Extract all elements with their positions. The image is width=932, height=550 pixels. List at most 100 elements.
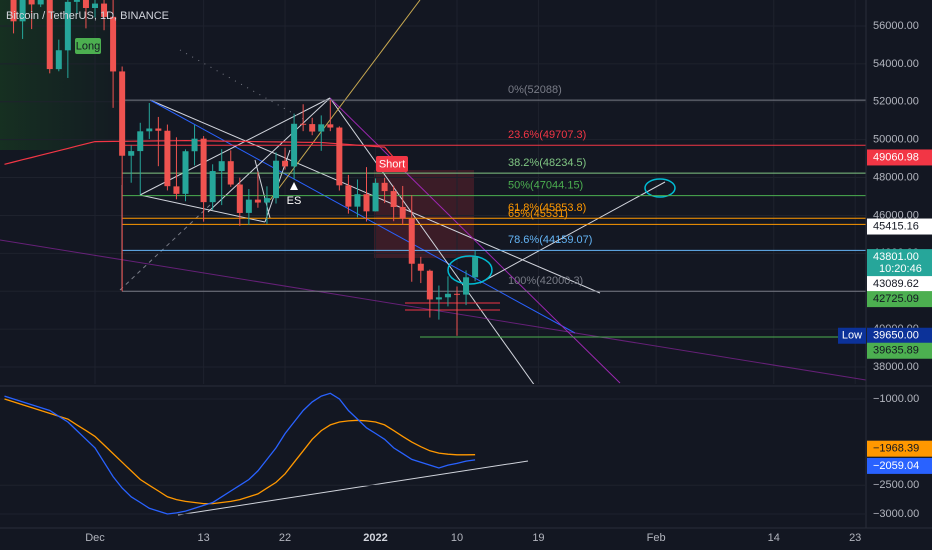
trend-line	[149, 99, 576, 334]
x-tick-label: 19	[532, 532, 544, 544]
value-tag	[867, 457, 932, 474]
y-tick-label: 38000.00	[873, 361, 919, 373]
fib-label: 78.6%(44159.07)	[508, 234, 592, 246]
low-tag-label: Low	[842, 330, 862, 342]
candle-body	[435, 297, 442, 300]
candle-body	[273, 160, 279, 199]
candle-body	[408, 218, 415, 264]
candle-body	[200, 138, 207, 203]
trend-line	[179, 49, 306, 121]
fib-label: 61.8%(45853.8)	[508, 202, 586, 214]
price-tag-label: 39650.00	[873, 330, 919, 342]
candle-body	[46, 0, 53, 70]
fib-label: 100%(42000.3)	[508, 275, 583, 287]
long-marker	[75, 38, 101, 54]
candle-body	[426, 270, 433, 300]
value-tag-label: −1968.39	[873, 443, 919, 455]
candle-body	[64, 1, 71, 51]
candle-body	[19, 0, 26, 22]
price-tag-label: 45415.16	[873, 220, 919, 232]
value-tag	[867, 440, 932, 457]
candle-body	[363, 194, 370, 212]
x-tick-label: 2022	[363, 532, 387, 544]
countdown: 10:20:46	[879, 263, 922, 275]
candle-body	[336, 127, 343, 186]
price-tag	[867, 291, 932, 308]
candle-body	[282, 160, 289, 167]
es-marker	[290, 182, 298, 190]
candle-body	[101, 3, 108, 17]
trend-line	[207, 97, 331, 213]
candle-body	[245, 199, 252, 213]
y-tick-label: −3000.00	[873, 508, 919, 520]
y-tick-label: 50000.00	[873, 134, 919, 146]
x-tick-label: Feb	[647, 532, 666, 544]
candle-body	[444, 293, 451, 298]
candle-body	[291, 123, 298, 167]
candle-body	[327, 124, 334, 128]
candle-body	[236, 184, 243, 213]
trend-line	[139, 194, 266, 223]
candle-body	[155, 128, 162, 131]
candle-body	[300, 123, 307, 125]
oscillator-line	[4, 392, 476, 515]
x-tick-label: Dec	[85, 532, 105, 544]
candle-body	[73, 0, 80, 2]
highlight-ellipse	[447, 255, 493, 285]
candle-body	[55, 50, 62, 70]
y-tick-label: 52000.00	[873, 96, 919, 108]
candle-body	[119, 71, 126, 156]
y-tick-label: 46000.00	[873, 209, 919, 221]
y-tick-label: −2500.00	[873, 479, 919, 491]
candle-body	[164, 130, 171, 187]
short-zone	[374, 170, 474, 258]
price-tag	[867, 327, 932, 344]
price-tag-label: 43089.62	[873, 278, 919, 290]
candle-body	[390, 191, 397, 207]
candle-body	[263, 198, 270, 203]
price-pane: 0%(52088) 23.6%(49707.3) 38.2%(48234.5) 50%…	[0, 0, 866, 384]
candle-body	[454, 293, 460, 295]
price-tag	[867, 149, 932, 166]
candle-body	[146, 128, 153, 132]
trend-line	[329, 97, 535, 384]
candle-body	[463, 277, 470, 295]
candle-body	[110, 16, 117, 72]
candle-body	[10, 0, 17, 22]
x-tick-label: 22	[279, 532, 291, 544]
long-label: Long	[76, 40, 100, 52]
position-shade	[0, 0, 120, 150]
candle-body	[372, 182, 379, 212]
x-tick-label: 23	[849, 532, 861, 544]
candle-body	[472, 257, 479, 278]
highlight-ellipse	[644, 178, 676, 198]
candle-body	[92, 3, 98, 9]
price-tag	[867, 276, 932, 293]
price-tag-label: 42725.09	[873, 293, 919, 305]
y-tick-label: 48000.00	[873, 171, 919, 183]
candle-body	[128, 151, 135, 156]
candle-body	[254, 199, 261, 203]
candle-body	[309, 124, 316, 132]
divergence-line	[177, 460, 529, 516]
candle-body	[218, 161, 225, 172]
trend-line	[254, 159, 271, 219]
value-tag-label: −2059.04	[873, 460, 919, 472]
fib-label: 50%(47044.15)	[508, 180, 583, 192]
price-tag	[867, 249, 932, 278]
fib-label: 65%(45531)	[508, 208, 568, 220]
candle-body	[345, 185, 352, 207]
fib-label: 23.6%(49707.3)	[508, 129, 586, 141]
candle-body	[354, 194, 361, 207]
price-tag	[867, 342, 932, 359]
price-tag	[867, 218, 932, 235]
y-tick-label: 54000.00	[873, 58, 919, 70]
moving-average	[4, 139, 395, 165]
candle-body	[173, 186, 180, 194]
y-tick-label: 56000.00	[873, 20, 919, 32]
price-tag-label: 49060.98	[873, 151, 919, 163]
y-tick-label: −1000.00	[873, 393, 919, 405]
low-tag	[838, 327, 866, 344]
